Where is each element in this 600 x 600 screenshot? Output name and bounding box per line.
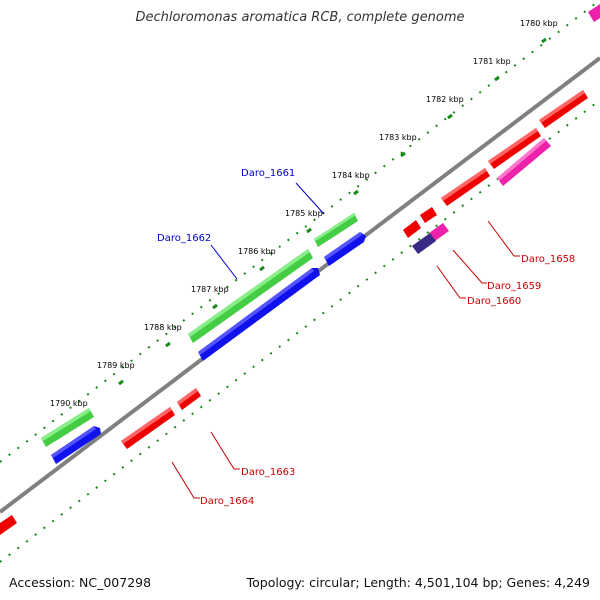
gene-feature-red-1782[interactable]	[488, 128, 541, 169]
tick-label-1781: 1781 kbp	[473, 57, 511, 66]
gene-label-daro-1664[interactable]: Daro_1664	[200, 496, 254, 507]
gene-feature-red-1783[interactable]	[441, 168, 490, 206]
map-title: Dechloromonas aromatica RCB, complete ge…	[135, 10, 465, 25]
tick-label-1789: 1789 kbp	[97, 361, 135, 370]
gene-label-daro-1663[interactable]: Daro_1663	[241, 467, 295, 478]
gene-feature-pink-1782[interactable]	[497, 138, 551, 186]
tick-mark-1781	[494, 75, 500, 82]
gene-feature-daro-1659[interactable]	[403, 220, 421, 238]
gene-label-daro-1659[interactable]: Daro_1659	[487, 281, 541, 292]
tick-mark-1788	[165, 341, 171, 348]
tick-mark-1780	[541, 37, 547, 44]
tick-label-1783: 1783 kbp	[379, 133, 417, 142]
tick-label-1785: 1785 kbp	[285, 209, 323, 218]
tick-mark-1786	[259, 265, 265, 272]
gene-label-daro-1660[interactable]: Daro_1660	[467, 296, 521, 307]
gene-label-daro-1658[interactable]: Daro_1658	[521, 254, 575, 265]
gene-feature-green-1790[interactable]	[41, 408, 94, 447]
gene-feature-red-small-1[interactable]	[420, 207, 437, 223]
tick-label-1784: 1784 kbp	[332, 171, 370, 180]
gene-feature-daro-1660[interactable]	[412, 233, 436, 254]
gene-feature-red-edge[interactable]	[0, 515, 17, 535]
gene-feature-daro-1662-green[interactable]	[188, 249, 313, 343]
gene-feature-daro-1658[interactable]	[539, 90, 588, 128]
tick-mark-1783	[400, 151, 406, 158]
gene-feature-magenta-1780[interactable]	[588, 4, 600, 22]
gene-feature-daro-1662-blue[interactable]	[198, 268, 320, 361]
tick-mark-1784	[353, 189, 359, 196]
gene-feature-daro-1664[interactable]	[121, 407, 175, 449]
tick-label-1788: 1788 kbp	[144, 323, 182, 332]
gene-feature-pink-1784[interactable]	[429, 223, 449, 241]
outer-tick-track	[0, 0, 600, 463]
tick-label-1790: 1790 kbp	[50, 399, 88, 408]
tick-label-1782: 1782 kbp	[426, 95, 464, 104]
tick-labels: 1780 kbp 1781 kbp 1782 kbp 1783 kbp 1784 kbp…	[50, 19, 558, 424]
gene-feature-daro-1661[interactable]	[314, 213, 358, 247]
callout-lines	[171, 182, 520, 499]
gene-feature-daro-1663[interactable]	[177, 388, 201, 410]
tick-mark-1787	[212, 303, 218, 310]
tick-label-1786: 1786 kbp	[238, 247, 276, 256]
accession-text: Accession: NC_007298	[9, 575, 152, 590]
tick-mark-1782	[447, 113, 453, 120]
tick-mark-1789	[118, 379, 124, 386]
tick-label-1780: 1780 kbp	[520, 19, 558, 28]
tick-label-1787: 1787 kbp	[191, 285, 229, 294]
gene-label-daro-1661[interactable]: Daro_1661	[241, 168, 295, 179]
gene-feature-blue-1785[interactable]	[324, 232, 366, 266]
gene-label-daro-1662[interactable]: Daro_1662	[157, 233, 211, 244]
tick-mark-1785	[306, 227, 312, 234]
genome-summary-text: Topology: circular; Length: 4,501,104 bp…	[246, 575, 590, 590]
gene-feature-blue-1790[interactable]	[51, 426, 101, 464]
